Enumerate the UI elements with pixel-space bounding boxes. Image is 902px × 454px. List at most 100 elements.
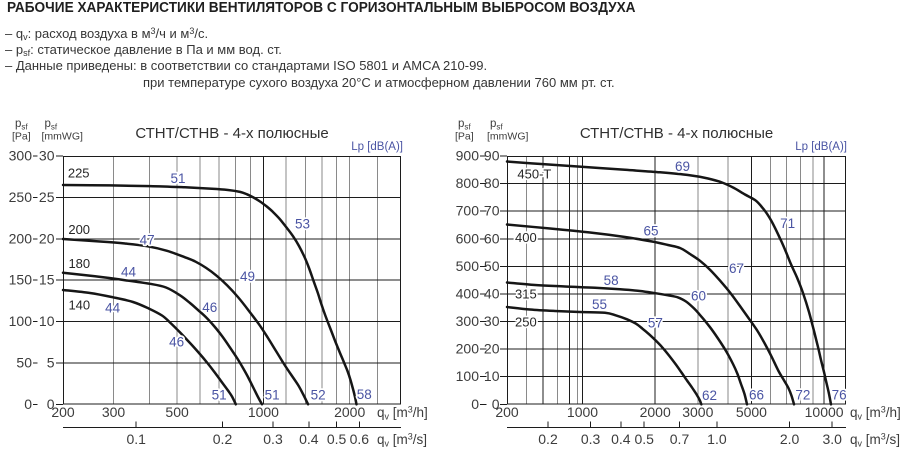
svg-text:72: 72: [795, 387, 810, 402]
svg-text:0.2: 0.2: [213, 431, 233, 447]
svg-text:80: 80: [484, 175, 500, 191]
svg-text:300: 300: [102, 404, 126, 420]
svg-text:qv [m3/h]: qv [m3/h]: [377, 405, 428, 422]
svg-text:5: 5: [47, 354, 55, 370]
svg-text:66: 66: [749, 387, 764, 402]
svg-text:60: 60: [691, 289, 706, 304]
svg-text:[Pa]: [Pa]: [12, 131, 31, 143]
svg-text:65: 65: [643, 224, 658, 239]
svg-text:90: 90: [484, 148, 500, 164]
svg-text:10: 10: [484, 368, 500, 384]
svg-text:1.0: 1.0: [707, 431, 727, 447]
svg-text:300: 300: [9, 148, 33, 164]
svg-text:qv [m3/s]: qv [m3/s]: [850, 432, 900, 449]
svg-text:140: 140: [68, 298, 90, 313]
svg-text:10: 10: [39, 313, 55, 329]
svg-text:0.6: 0.6: [350, 431, 370, 447]
svg-text:1000: 1000: [567, 404, 598, 420]
svg-text:3.0: 3.0: [822, 431, 842, 447]
svg-text:0: 0: [471, 396, 479, 412]
svg-text:100: 100: [9, 313, 33, 329]
svg-text:150: 150: [9, 272, 33, 288]
svg-text:800: 800: [456, 175, 480, 191]
svg-text:psf: psf: [490, 118, 503, 132]
svg-text:44: 44: [121, 265, 137, 280]
svg-text:58: 58: [357, 387, 372, 402]
svg-text:Lp [dB(A)]: Lp [dB(A)]: [795, 141, 847, 153]
svg-text:51: 51: [265, 388, 280, 403]
svg-text:200: 200: [9, 230, 33, 246]
svg-text:qv [m3/h]: qv [m3/h]: [850, 405, 901, 422]
svg-text:0.7: 0.7: [670, 431, 690, 447]
svg-text:76: 76: [832, 387, 847, 402]
svg-text:0.4: 0.4: [299, 431, 319, 447]
svg-text:15: 15: [39, 272, 55, 288]
svg-text:57: 57: [648, 316, 663, 331]
svg-text:2000: 2000: [334, 404, 365, 420]
svg-text:СТНТ/СТНВ - 4-х полюсные: СТНТ/СТНВ - 4-х полюсные: [135, 125, 328, 142]
svg-text:0.3: 0.3: [581, 431, 601, 447]
svg-text:30: 30: [39, 148, 55, 164]
svg-text:2.0: 2.0: [780, 431, 800, 447]
svg-text:50: 50: [484, 258, 500, 274]
svg-text:qv [m3/s]: qv [m3/s]: [377, 432, 427, 449]
svg-text:10000: 10000: [805, 404, 844, 420]
svg-text:67: 67: [729, 261, 744, 276]
svg-text:psf: psf: [45, 118, 58, 132]
svg-text:51: 51: [170, 171, 185, 186]
svg-text:44: 44: [105, 300, 121, 315]
svg-text:250: 250: [515, 315, 537, 330]
svg-text:200: 200: [456, 341, 480, 357]
svg-text:0.1: 0.1: [126, 431, 146, 447]
svg-text:2000: 2000: [640, 404, 671, 420]
svg-text:Lp [dB(A)]: Lp [dB(A)]: [351, 141, 403, 153]
svg-text:700: 700: [456, 203, 480, 219]
svg-text:0.2: 0.2: [538, 431, 558, 447]
svg-text:СТНТ/СТНВ - 4-х полюсные: СТНТ/СТНВ - 4-х полюсные: [580, 125, 773, 142]
svg-text:3000: 3000: [682, 404, 713, 420]
svg-text:0: 0: [24, 396, 32, 412]
svg-text:69: 69: [675, 159, 690, 174]
svg-text:psf: psf: [458, 118, 471, 132]
svg-text:180: 180: [68, 256, 90, 271]
svg-text:47: 47: [140, 233, 155, 248]
svg-text:600: 600: [456, 230, 480, 246]
svg-text:[Pa]: [Pa]: [455, 131, 474, 143]
svg-text:225: 225: [68, 166, 90, 181]
svg-text:200: 200: [68, 222, 90, 237]
svg-text:300: 300: [456, 313, 480, 329]
svg-text:62: 62: [702, 388, 717, 403]
svg-text:50: 50: [16, 354, 32, 370]
svg-text:250: 250: [9, 189, 33, 205]
svg-text:58: 58: [604, 273, 619, 288]
svg-text:46: 46: [169, 335, 184, 350]
svg-text:52: 52: [311, 388, 326, 403]
svg-text:53: 53: [295, 217, 310, 232]
svg-text:55: 55: [592, 297, 607, 312]
svg-text:400: 400: [456, 285, 480, 301]
svg-text:51: 51: [212, 387, 227, 402]
svg-text:60: 60: [484, 230, 500, 246]
svg-text:900: 900: [456, 148, 480, 164]
svg-text:71: 71: [780, 216, 795, 231]
svg-text:0.3: 0.3: [263, 431, 283, 447]
svg-text:0.4: 0.4: [611, 431, 631, 447]
svg-text:500: 500: [165, 404, 189, 420]
svg-text:200: 200: [51, 404, 75, 420]
svg-text:400: 400: [515, 230, 537, 245]
svg-text:49: 49: [240, 269, 255, 284]
svg-text:200: 200: [495, 404, 519, 420]
svg-text:315: 315: [515, 286, 537, 301]
svg-text:70: 70: [484, 203, 500, 219]
svg-text:[mmWG]: [mmWG]: [487, 131, 528, 143]
svg-text:[mmWG]: [mmWG]: [42, 131, 83, 143]
svg-text:46: 46: [202, 300, 217, 315]
svg-text:20: 20: [39, 230, 55, 246]
svg-text:0: 0: [47, 396, 55, 412]
svg-text:1000: 1000: [248, 404, 279, 420]
svg-text:25: 25: [39, 189, 55, 205]
svg-text:0.5: 0.5: [327, 431, 347, 447]
svg-text:30: 30: [484, 313, 500, 329]
svg-text:450-T: 450-T: [517, 167, 551, 182]
svg-text:100: 100: [456, 368, 480, 384]
